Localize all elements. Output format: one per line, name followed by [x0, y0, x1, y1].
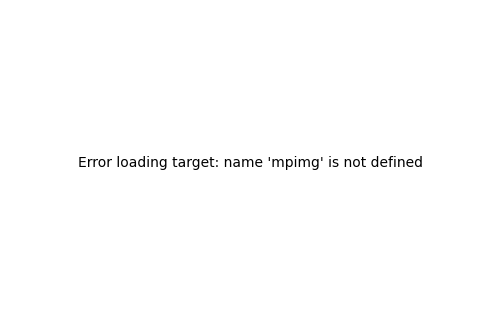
Text: Error loading target: name 'mpimg' is not defined: Error loading target: name 'mpimg' is no… [78, 155, 422, 170]
